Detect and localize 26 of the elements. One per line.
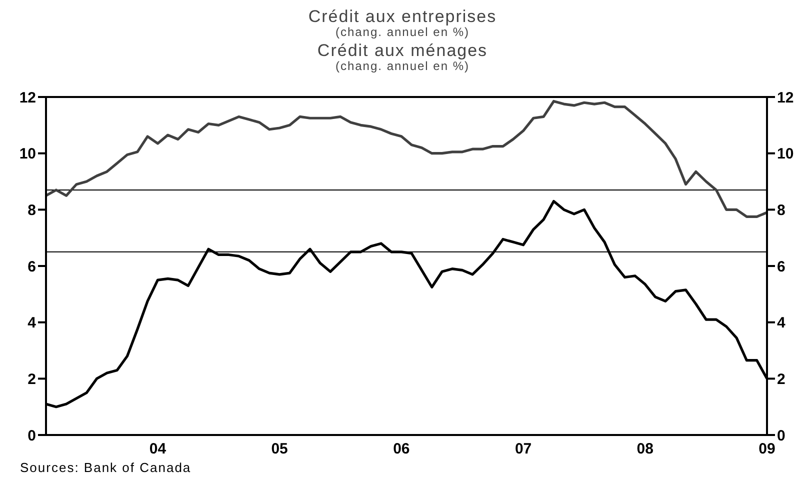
x-tick-label: 05: [271, 440, 288, 458]
chart-subtitle: (chang. annuel en %): [334, 25, 470, 39]
text: (chang. annuel en %): [334, 59, 470, 73]
y2-tick-label: 12: [777, 89, 794, 106]
y-tick-label: 0: [28, 427, 36, 444]
y-tick-label: 4: [28, 314, 37, 332]
line-series: [46, 100, 767, 218]
y-tick-label: 2: [28, 370, 36, 388]
chart-title: Crédit aux entreprises: [307, 7, 498, 26]
y2-tick-label: 2: [777, 370, 786, 388]
y2-tick-label: 8: [777, 202, 786, 219]
x-tick-label: 08: [636, 440, 654, 458]
x-tick-label: 09: [758, 440, 776, 458]
y-tick-label: 12: [19, 89, 36, 106]
y-tick-label: 6: [28, 258, 36, 276]
y2-tick-label: 6: [777, 258, 786, 276]
x-tick-label: 06: [393, 440, 410, 458]
y2-tick-label: 4: [777, 314, 786, 332]
text: Crédit aux ménages: [316, 41, 489, 60]
y-tick-label: 8: [28, 202, 36, 219]
y2-tick-label: 10: [777, 146, 794, 163]
source-note: Sources: Bank of Canada: [20, 460, 192, 475]
x-tick-label: 07: [514, 440, 532, 458]
y2-tick-label: 0: [777, 427, 786, 444]
y-tick-label: 10: [19, 146, 36, 163]
x-tick-label: 04: [149, 440, 167, 458]
